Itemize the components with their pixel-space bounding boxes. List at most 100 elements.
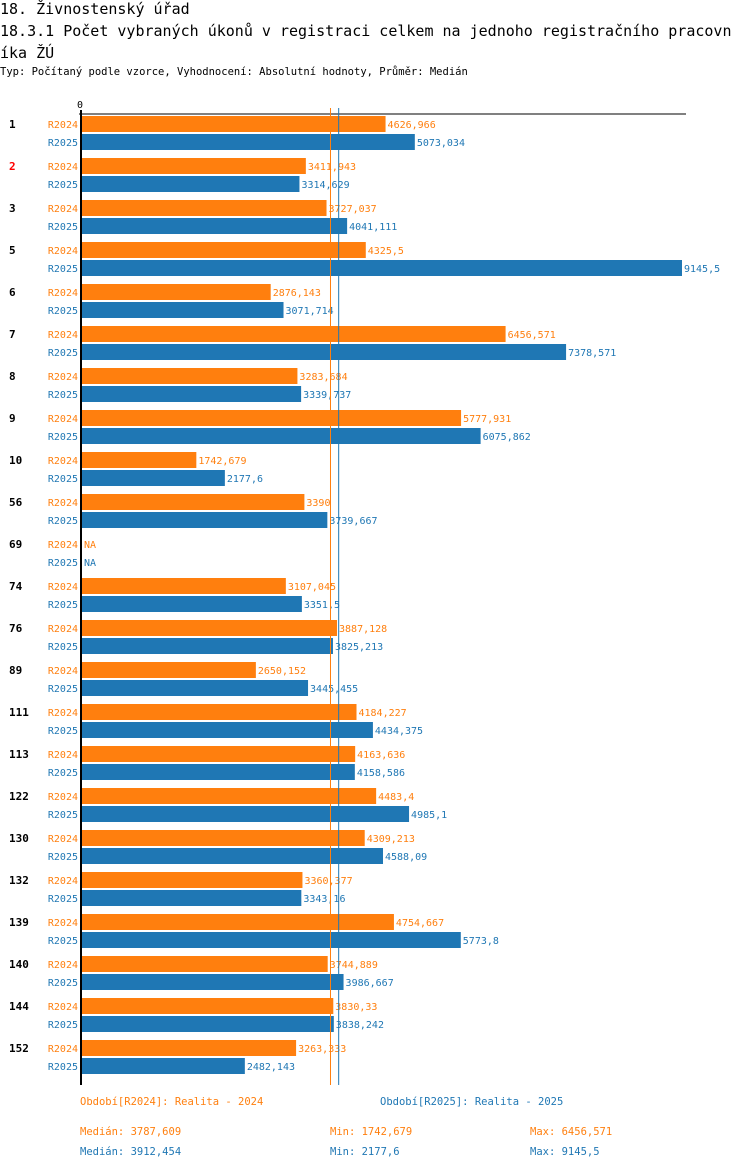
series-label-r2025: R2025 bbox=[48, 810, 78, 821]
data-label-r2025: 3071,714 bbox=[286, 306, 334, 317]
category-label: 139 bbox=[9, 916, 29, 929]
series-label-r2025: R2025 bbox=[48, 306, 78, 317]
data-label-r2024: 4309,213 bbox=[367, 834, 415, 845]
data-label-r2024: 3283,684 bbox=[299, 372, 347, 383]
category-label: 111 bbox=[9, 706, 29, 719]
series-label-r2025: R2025 bbox=[48, 684, 78, 695]
series-label-r2025: R2025 bbox=[48, 264, 78, 275]
category-label: 76 bbox=[9, 622, 23, 635]
stat-r2024-median: Medián: 3787,609 bbox=[80, 1126, 182, 1138]
series-label-r2025: R2025 bbox=[48, 138, 78, 149]
data-label-r2025: 3343,16 bbox=[303, 894, 345, 905]
series-label-r2024: R2024 bbox=[48, 1002, 78, 1013]
category-label: 9 bbox=[9, 412, 16, 425]
bar-r2024 bbox=[82, 158, 306, 174]
series-label-r2025: R2025 bbox=[48, 978, 78, 989]
category-label: 144 bbox=[9, 1000, 29, 1013]
category-label: 5 bbox=[9, 244, 16, 257]
bar-r2025 bbox=[82, 806, 410, 822]
data-label-r2025: 5773,8 bbox=[463, 936, 499, 947]
series-label-r2024: R2024 bbox=[48, 918, 78, 929]
data-label-r2025: 5073,034 bbox=[417, 138, 465, 149]
data-label-r2024: 3744,889 bbox=[330, 960, 378, 971]
bar-r2024 bbox=[82, 410, 462, 426]
data-label-r2024: 3107,045 bbox=[288, 582, 336, 593]
section-title: 18. Živnostenský úřad bbox=[0, 0, 190, 18]
series-label-r2024: R2024 bbox=[48, 708, 78, 719]
category-label: 140 bbox=[9, 958, 29, 971]
series-label-r2025: R2025 bbox=[48, 768, 78, 779]
bar-r2025 bbox=[82, 932, 461, 948]
data-label-r2025: 4041,111 bbox=[349, 222, 397, 233]
series-label-r2024: R2024 bbox=[48, 960, 78, 971]
series-label-r2024: R2024 bbox=[48, 330, 78, 341]
data-label-r2025: 3445,455 bbox=[310, 684, 358, 695]
bar-r2024 bbox=[82, 956, 328, 972]
bar-chart: 0 1 R2024 4626,966 R2025 5073,034 2 R2024 3411,9… bbox=[9, 100, 720, 1085]
series-label-r2024: R2024 bbox=[48, 498, 78, 509]
bar-r2025 bbox=[82, 638, 333, 654]
series-label-r2025: R2025 bbox=[48, 348, 78, 359]
bar-r2024 bbox=[82, 368, 298, 384]
category-label: 74 bbox=[9, 580, 23, 593]
series-label-r2024: R2024 bbox=[48, 624, 78, 635]
series-label-r2024: R2024 bbox=[48, 792, 78, 803]
series-label-r2024: R2024 bbox=[48, 666, 78, 677]
category-label: 2 bbox=[9, 160, 16, 173]
data-label-r2024: 3263,333 bbox=[298, 1044, 346, 1055]
category-label: 130 bbox=[9, 832, 29, 845]
series-label-r2024: R2024 bbox=[48, 204, 78, 215]
data-label-r2025: 2177,6 bbox=[227, 474, 263, 485]
bar-r2025 bbox=[82, 428, 481, 444]
bar-r2025 bbox=[82, 722, 373, 738]
category-label: 7 bbox=[9, 328, 16, 341]
bar-r2025 bbox=[82, 470, 225, 486]
data-label-r2024: 6456,571 bbox=[508, 330, 556, 341]
data-label-r2024: 4483,4 bbox=[378, 792, 414, 803]
series-label-r2024: R2024 bbox=[48, 120, 78, 131]
legend-r2024: Období[R2024]: Realita - 2024 bbox=[80, 1096, 264, 1108]
data-label-r2024: 2876,143 bbox=[273, 288, 321, 299]
series-label-r2025: R2025 bbox=[48, 600, 78, 611]
bar-r2024 bbox=[82, 662, 256, 678]
category-label: 10 bbox=[9, 454, 22, 467]
stat-r2025-min: Min: 2177,6 bbox=[330, 1146, 400, 1158]
bar-r2025 bbox=[82, 1058, 245, 1074]
data-label-r2024: 2650,152 bbox=[258, 666, 306, 677]
bar-r2024 bbox=[82, 830, 365, 846]
series-label-r2024: R2024 bbox=[48, 288, 78, 299]
series-label-r2025: R2025 bbox=[48, 936, 78, 947]
data-label-r2024: 1742,679 bbox=[198, 456, 246, 467]
stat-r2025-median: Medián: 3912,454 bbox=[80, 1146, 182, 1158]
bar-r2024 bbox=[82, 704, 357, 720]
bar-r2025 bbox=[82, 974, 344, 990]
data-label-r2024: 3830,33 bbox=[335, 1002, 377, 1013]
bar-r2025 bbox=[82, 176, 300, 192]
bar-r2024 bbox=[82, 998, 334, 1014]
series-label-r2025: R2025 bbox=[48, 1062, 78, 1073]
bar-r2025 bbox=[82, 260, 682, 276]
bar-r2025 bbox=[82, 890, 302, 906]
data-label-r2025: 3825,213 bbox=[335, 642, 383, 653]
series-label-r2024: R2024 bbox=[48, 750, 78, 761]
series-label-r2024: R2024 bbox=[48, 540, 78, 551]
series-label-r2025: R2025 bbox=[48, 726, 78, 737]
bar-r2024 bbox=[82, 746, 356, 762]
data-label-r2024: 3411,943 bbox=[308, 162, 356, 173]
data-label-r2024: 4184,227 bbox=[359, 708, 407, 719]
data-label-r2025: 3314,629 bbox=[301, 180, 349, 191]
series-label-r2024: R2024 bbox=[48, 834, 78, 845]
bar-r2025 bbox=[82, 680, 309, 696]
bar-r2024 bbox=[82, 452, 197, 468]
series-label-r2025: R2025 bbox=[48, 894, 78, 905]
stat-r2025-max: Max: 9145,5 bbox=[530, 1146, 600, 1158]
stat-r2024-max: Max: 6456,571 bbox=[530, 1126, 613, 1138]
bar-r2024 bbox=[82, 284, 271, 300]
series-label-r2025: R2025 bbox=[48, 642, 78, 653]
category-label: 89 bbox=[9, 664, 22, 677]
data-label-r2025: 7378,571 bbox=[568, 348, 616, 359]
data-label-r2025: 3739,667 bbox=[329, 516, 377, 527]
series-label-r2025: R2025 bbox=[48, 516, 78, 527]
series-label-r2024: R2024 bbox=[48, 876, 78, 887]
category-label: 152 bbox=[9, 1042, 29, 1055]
